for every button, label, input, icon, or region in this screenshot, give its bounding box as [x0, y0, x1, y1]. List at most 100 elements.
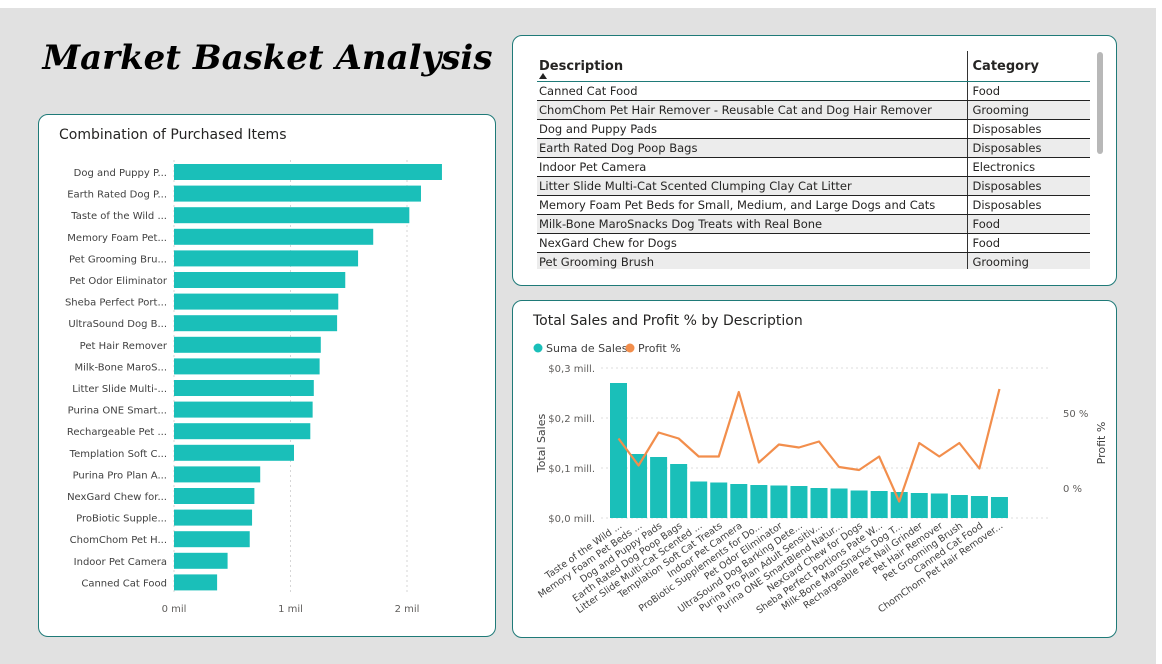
category-label: Dog and Puppy P...: [74, 168, 167, 179]
bar: [810, 488, 828, 518]
bar: [174, 380, 314, 396]
bar: [850, 490, 868, 518]
bar: [890, 492, 908, 518]
table-row[interactable]: ChomChom Pet Hair Remover - Reusable Cat…: [537, 100, 1090, 120]
category-label: Templation Soft C...: [69, 449, 167, 460]
category-cell: Disposables: [966, 176, 1090, 196]
y-axis-title: Total Sales: [535, 414, 548, 474]
category-label: Indoor Pet Camera: [74, 557, 167, 568]
category-label: Rechargeable Pet ...: [67, 427, 167, 438]
description-cell: Litter Slide Multi-Cat Scented Clumping …: [537, 176, 967, 196]
description-cell: Earth Rated Dog Poop Bags: [537, 138, 967, 158]
sort-ascending-icon[interactable]: [539, 73, 547, 79]
bar: [174, 552, 228, 569]
bar: [630, 454, 648, 518]
description-cell: Pet Grooming Brush: [537, 252, 967, 269]
bar: [174, 293, 339, 310]
description-cell: Milk-Bone MaroSnacks Dog Treats with Rea…: [537, 214, 967, 234]
bar: [830, 488, 848, 518]
description-cell: Canned Cat Food: [537, 81, 967, 101]
bar: [174, 444, 294, 461]
bar: [174, 509, 253, 526]
category-label: Purina ONE Smart...: [68, 406, 167, 417]
bar: [730, 484, 748, 518]
category-label: ProBiotic Supple...: [76, 514, 167, 525]
sales-profit-card: Total Sales and Profit % by Description …: [512, 300, 1117, 638]
bar: [174, 164, 442, 180]
description-cell: NexGard Chew for Dogs: [537, 233, 967, 253]
table-row[interactable]: Milk-Bone MaroSnacks Dog Treats with Rea…: [537, 214, 1090, 234]
legend-marker-sales: [533, 343, 543, 353]
description-cell: ChomChom Pet Hair Remover - Reusable Cat…: [537, 100, 967, 120]
bar: [910, 493, 928, 518]
category-label: Litter Slide Multi-...: [72, 384, 167, 395]
category-label: NexGard Chew for...: [67, 492, 167, 503]
purchased-items-title: Combination of Purchased Items: [59, 127, 287, 143]
bar: [610, 383, 627, 518]
description-cell: Dog and Puppy Pads: [537, 119, 967, 139]
table-row[interactable]: Litter Slide Multi-Cat Scented Clumping …: [537, 176, 1090, 196]
table-row[interactable]: Dog and Puppy Pads Disposables: [537, 119, 1090, 139]
y-tick-label: $0,1 mill.: [548, 464, 595, 475]
description-cell: Memory Foam Pet Beds for Small, Medium, …: [537, 195, 967, 215]
description-cell: Indoor Pet Camera: [537, 157, 967, 177]
category-cell: Disposables: [966, 138, 1090, 158]
bar: [670, 464, 688, 518]
category-label: Pet Grooming Bru...: [69, 254, 167, 265]
category-label: Sheba Perfect Port...: [65, 298, 167, 309]
legend-label-sales: Suma de Sales: [546, 342, 628, 355]
purchased-items-card: Combination of Purchased Items 0 mil 1 mi…: [38, 114, 496, 637]
bar: [870, 491, 888, 518]
table-scrollbar[interactable]: [1097, 52, 1103, 154]
bar: [750, 485, 768, 518]
bar: [690, 481, 708, 518]
x-tick-label: 0 mil: [162, 604, 187, 615]
category-cell: Disposables: [966, 195, 1090, 215]
sales-profit-title: Total Sales and Profit % by Description: [533, 313, 803, 329]
purchased-items-chart: 0 mil 1 mil 2 mil Dog and Puppy P... Earth R…: [65, 160, 442, 615]
bar: [770, 485, 788, 518]
category-cell: Grooming: [966, 252, 1090, 269]
table-row[interactable]: NexGard Chew for Dogs Food: [537, 233, 1090, 253]
category-label: UltraSound Dog B...: [68, 319, 167, 330]
bar: [174, 466, 261, 483]
category-label: Memory Foam Pet...: [67, 233, 167, 244]
y2-axis-title: Profit %: [1095, 422, 1108, 465]
y2-tick-label: 50 %: [1063, 409, 1088, 420]
bar: [174, 185, 421, 202]
category-cell: Food: [966, 214, 1090, 234]
bar: [174, 228, 374, 245]
bar: [174, 250, 359, 267]
table-row[interactable]: Canned Cat Food Food: [537, 81, 1090, 101]
category-label: ChomChom Pet H...: [70, 535, 167, 546]
x-tick-label: 2 mil: [395, 604, 420, 615]
page-title: Market Basket Analysis: [42, 38, 493, 78]
category-label: Milk-Bone MaroS...: [74, 362, 167, 373]
sales-profit-chart: Suma de Sales Profit % $0,0 mill. $0,1 mill…: [533, 342, 1108, 616]
bar: [174, 358, 320, 375]
category-label: Taste of the Wild ...: [70, 211, 167, 222]
items-table: Description Category Canned Cat Food Food…: [537, 51, 1090, 269]
y2-tick-label: 0 %: [1063, 484, 1082, 495]
category-cell: Grooming: [966, 100, 1090, 120]
x-tick-label: 1 mil: [278, 604, 303, 615]
bar: [650, 457, 668, 518]
column-header-description[interactable]: Description: [537, 51, 967, 82]
table-row[interactable]: Indoor Pet Camera Electronics: [537, 157, 1090, 177]
legend-label-profit: Profit %: [638, 342, 681, 355]
column-header-category[interactable]: Category: [966, 51, 1090, 82]
bar: [174, 336, 321, 353]
profit-line: [617, 388, 1001, 503]
table-row[interactable]: Memory Foam Pet Beds for Small, Medium, …: [537, 195, 1090, 215]
y-tick-label: $0,2 mill.: [548, 414, 595, 425]
items-table-card: Description Category Canned Cat Food Food…: [512, 35, 1117, 286]
category-label: Canned Cat Food: [81, 578, 167, 589]
y-tick-label: $0,0 mill.: [548, 514, 595, 525]
bar: [174, 272, 346, 288]
table-row[interactable]: Pet Grooming Brush Grooming: [537, 252, 1090, 269]
category-label: Purina Pro Plan A...: [73, 470, 167, 481]
bar: [930, 493, 948, 518]
bar: [970, 496, 988, 518]
category-cell: Food: [966, 81, 1090, 101]
table-row[interactable]: Earth Rated Dog Poop Bags Disposables: [537, 138, 1090, 158]
